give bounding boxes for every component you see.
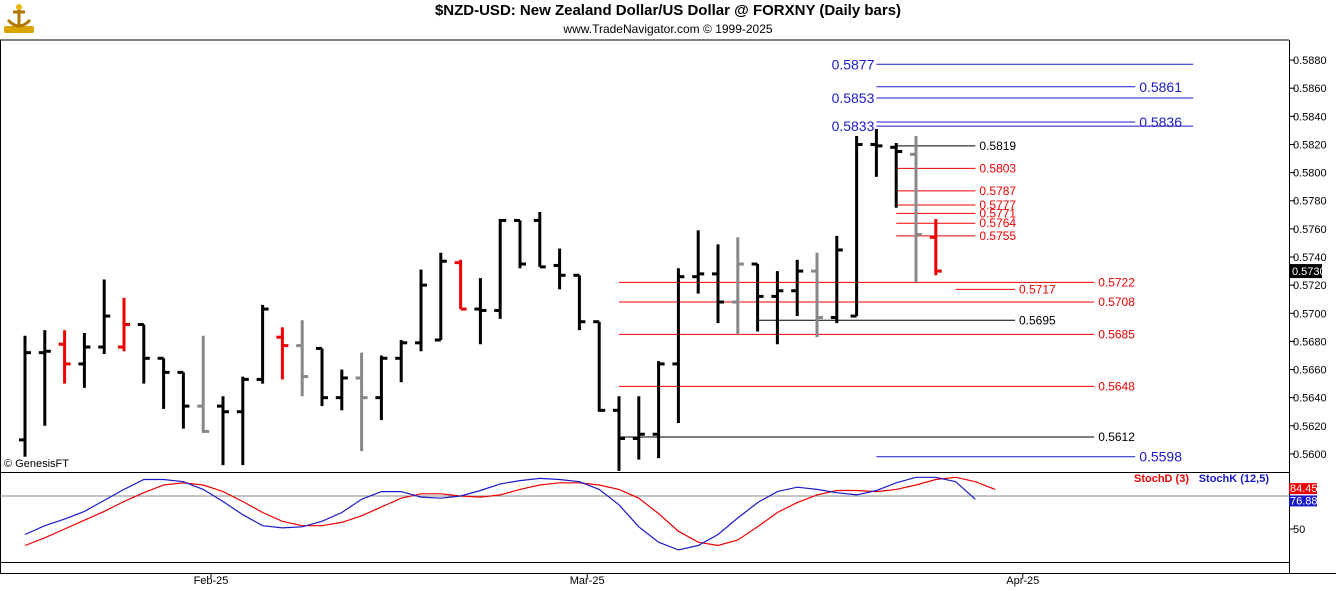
price-tick-label: 0.5800 <box>1293 168 1327 180</box>
level-label: 0.5853 <box>832 90 875 106</box>
stoch-last-box <box>1289 495 1317 507</box>
last-price-label: 0.5730 <box>1292 266 1326 278</box>
stoch-tick-label: 50 <box>1293 524 1305 536</box>
level-label: 0.5819 <box>979 139 1016 153</box>
trade-navigator-logo <box>2 2 36 34</box>
stoch-last-box <box>1289 483 1317 495</box>
price-tick-label: 0.5760 <box>1293 224 1327 236</box>
price-tick-label: 0.5680 <box>1293 336 1327 348</box>
level-label: 0.5836 <box>1139 114 1182 130</box>
last-price-box <box>1289 264 1322 279</box>
date-tick-label: Mar-25 <box>570 575 605 587</box>
stoch-last-value: 76.88 <box>1290 495 1318 507</box>
date-tick-label: Apr-25 <box>1006 575 1039 587</box>
date-tick-label: Feb-25 <box>194 575 229 587</box>
date-axis: Feb-25 Mar-25 Apr-25 <box>194 573 1039 587</box>
level-label: 0.5755 <box>979 229 1016 243</box>
level-label: 0.5612 <box>1098 430 1135 444</box>
level-label: 0.5771 <box>979 206 1016 220</box>
chart-subtitle: www.TradeNavigator.com © 1999-2025 <box>563 22 773 36</box>
price-tick-label: 0.5700 <box>1293 308 1327 320</box>
legend-stochD: StochD (3) <box>1134 473 1189 485</box>
price-tick-label: 0.5880 <box>1293 55 1327 67</box>
level-label: 0.5787 <box>979 184 1016 198</box>
price-bars: © GenesisFT <box>4 128 942 471</box>
level-label: 0.5695 <box>1019 313 1056 327</box>
level-lines: 0.5877 0.5861 0.5853 0.5836 0.5833 0.5819 0.58… <box>619 56 1194 465</box>
watermark-text: © GenesisFT <box>4 458 69 470</box>
level-label: 0.5717 <box>1019 282 1056 296</box>
price-tick-label: 0.5840 <box>1293 111 1327 123</box>
level-label: 0.5598 <box>1139 449 1182 465</box>
legend-stochK: StochK (12,5) <box>1199 473 1270 485</box>
level-label: 0.5764 <box>979 216 1016 230</box>
level-label: 0.5803 <box>979 161 1016 175</box>
stoch-last-value: 84.45 <box>1290 483 1318 495</box>
chart-title: $NZD-USD: New Zealand Dollar/US Dollar @… <box>434 2 902 19</box>
price-axis: 0.5880 0.5860 0.5840 0.5820 0.5800 0.5780 0.57… <box>1289 55 1327 461</box>
price-tick-label: 0.5600 <box>1293 449 1327 461</box>
level-label: 0.5861 <box>1139 79 1182 95</box>
level-label: 0.5877 <box>832 56 875 72</box>
level-label: 0.5777 <box>979 198 1016 212</box>
level-label: 0.5648 <box>1098 379 1135 393</box>
frame <box>0 39 1336 574</box>
level-label: 0.5833 <box>832 118 875 134</box>
price-tick-label: 0.5860 <box>1293 83 1327 95</box>
stochD-line <box>24 476 996 547</box>
price-tick-label: 0.5720 <box>1293 280 1327 292</box>
level-label: 0.5722 <box>1098 275 1135 289</box>
level-label: 0.5685 <box>1098 327 1135 341</box>
price-tick-label: 0.5660 <box>1293 365 1327 377</box>
price-tick-label: 0.5820 <box>1293 139 1327 151</box>
price-tick-label: 0.5780 <box>1293 196 1327 208</box>
price-tick-label: 0.5740 <box>1293 252 1327 264</box>
anchor-icon <box>4 4 34 33</box>
price-tick-label: 0.5640 <box>1293 393 1327 405</box>
price-tick-label: 0.5620 <box>1293 421 1327 433</box>
level-label: 0.5708 <box>1098 295 1135 309</box>
stochK-line <box>24 476 976 551</box>
